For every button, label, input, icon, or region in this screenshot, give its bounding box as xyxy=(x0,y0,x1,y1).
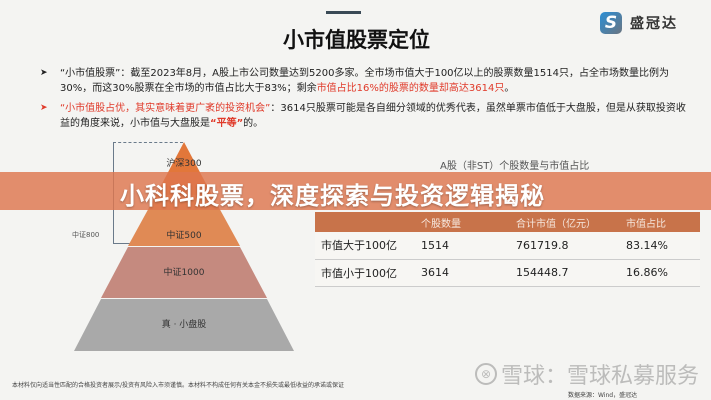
table-row: 市值大于100亿 1514 761719.8 83.14% xyxy=(315,232,700,260)
bullet-1: ➤ “小市值股票”：截至2023年8月，A股上市公司数量达到5200多家。全市场市… xyxy=(40,66,690,96)
table-header xyxy=(315,212,415,232)
table-cell: 16.86% xyxy=(620,259,700,287)
page-title: 小市值股票定位 xyxy=(283,28,430,52)
banner-headline: 小科科股票，深度探索与投资逻辑揭秘 xyxy=(120,182,545,210)
disclaimer: 本材料仅向适当性匹配的合格投资者展示/投资有风险入市须谨慎。本材料不构成任何有关… xyxy=(12,382,345,389)
table-cell: 761719.8 xyxy=(510,232,620,260)
table-header: 合计市值（亿元） xyxy=(510,212,620,232)
bullet-2: ➤ “小市值股占优，其实意味着更广袤的投资机会”：3614只股票可能是各自细分领域… xyxy=(40,101,690,131)
title-accent-bar xyxy=(326,11,361,14)
overlay-banner xyxy=(0,172,711,210)
snowball-icon: ⊗ xyxy=(475,363,497,385)
csi800-label: 中证800 xyxy=(72,231,100,239)
table-cell: 3614 xyxy=(415,259,510,287)
stats-table: 个股数量 合计市值（亿元） 市值占比 市值大于100亿 1514 761719.… xyxy=(315,212,700,287)
pyramid-label-small-cap: 真 · 小盘股 xyxy=(161,320,207,330)
table-cell: 154448.7 xyxy=(510,259,620,287)
pyramid-label-csi1000: 中证1000 xyxy=(163,268,205,278)
arrow-bullet-icon: ➤ xyxy=(40,68,48,78)
pyramid-layer-csi1000 xyxy=(101,247,267,298)
table-cell: 1514 xyxy=(415,232,510,260)
table-header-row: 个股数量 合计市值（亿元） 市值占比 xyxy=(315,212,700,232)
logo-text: 盛冠达 xyxy=(630,16,678,32)
table-cell: 市值大于100亿 xyxy=(315,232,415,260)
brand-logo: S 盛冠达 xyxy=(600,12,678,34)
pyramid-label-csi500: 中证500 xyxy=(166,231,202,241)
table-row: 市值小于100亿 3614 154448.7 16.86% xyxy=(315,259,700,287)
pyramid-label-csi300: 沪深300 xyxy=(166,159,202,169)
bullet-text: “小市值股票”：截至2023年8月，A股上市公司数量达到5200多家。全市场市值… xyxy=(60,68,669,94)
watermark: ⊗ 雪球：雪球私募服务 xyxy=(475,358,699,390)
bullet-text: “小市值股占优，其实意味着更广袤的投资机会”：3614只股票可能是各自细分领域的… xyxy=(60,103,686,129)
data-source: 数据来源：Wind，盛冠达 xyxy=(568,392,638,399)
watermark-text: 雪球：雪球私募服务 xyxy=(501,364,700,389)
table-cell: 市值小于100亿 xyxy=(315,259,415,287)
logo-icon: S xyxy=(600,12,622,34)
table-title: A股（非ST）个股数量与市值占比 xyxy=(440,161,590,172)
arrow-bullet-icon: ➤ xyxy=(40,103,48,113)
table-header: 市值占比 xyxy=(620,212,700,232)
table-cell: 83.14% xyxy=(620,232,700,260)
table-header: 个股数量 xyxy=(415,212,510,232)
pyramid-layer-small-cap xyxy=(74,299,294,351)
